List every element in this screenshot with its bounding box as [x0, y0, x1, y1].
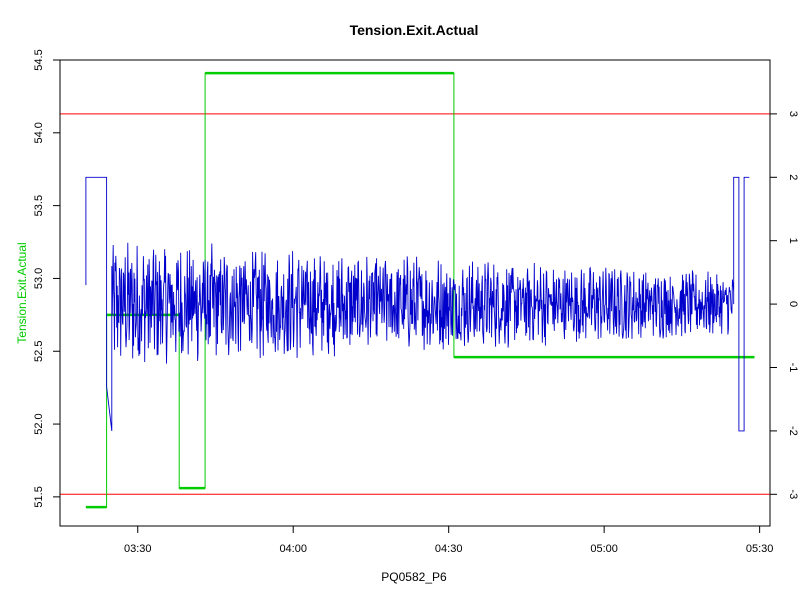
y-left-tick-label-4: 53.5 — [33, 195, 45, 216]
y-right-tick-label-4: 1 — [787, 238, 799, 244]
reference-lines — [60, 113, 770, 495]
y-left-tick-label-6: 54.5 — [33, 49, 45, 70]
x-tick-label-1: 04:00 — [279, 543, 307, 555]
x-tick-label-3: 05:00 — [590, 543, 618, 555]
y-right-tick-label-3: 0 — [787, 301, 799, 307]
y-right-tick-label-0: -3 — [787, 489, 799, 499]
y-left-tick-label-3: 53.0 — [33, 268, 45, 289]
y-left-tick-label-1: 52.0 — [33, 413, 45, 434]
y-right-tick-label-6: 3 — [787, 111, 799, 117]
series-line-1 — [85, 176, 750, 432]
x-tick-label-4: 05:30 — [746, 543, 774, 555]
y-right-tick-label-1: -2 — [787, 426, 799, 436]
y-axis-left: 51.5 52.0 52.5 53.0 53.5 54.0 54.5 — [33, 49, 61, 508]
y-left-tick-label-5: 54.0 — [33, 122, 45, 143]
y-axis-right: -3 -2 -1 0 1 2 3 — [769, 111, 799, 499]
y-right-tick-label-5: 2 — [787, 174, 799, 180]
y-right-tick-label-2: -1 — [787, 363, 799, 373]
plot-frame — [59, 59, 771, 527]
x-tick-label-2: 04:30 — [435, 543, 463, 555]
chart-title: Tension.Exit.Actual — [350, 22, 479, 38]
y-left-tick-label-0: 51.5 — [33, 486, 45, 507]
y-axis-left-label: Tension.Exit.Actual — [15, 242, 29, 343]
blue-series — [85, 176, 750, 432]
x-axis-label: PQ0582_P6 — [381, 570, 447, 584]
x-axis: 03:30 04:00 04:30 05:00 05:30 — [124, 525, 774, 555]
y-left-tick-label-2: 52.5 — [33, 341, 45, 362]
x-tick-label-0: 03:30 — [124, 543, 152, 555]
